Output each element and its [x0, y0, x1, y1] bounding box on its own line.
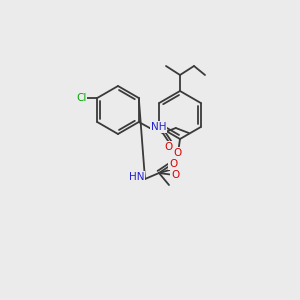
- Text: O: O: [165, 142, 173, 152]
- Text: Cl: Cl: [76, 93, 86, 103]
- Text: O: O: [174, 148, 182, 158]
- Text: NH: NH: [151, 122, 166, 132]
- Text: HN: HN: [128, 172, 144, 182]
- Text: O: O: [169, 159, 177, 169]
- Text: O: O: [171, 170, 179, 180]
